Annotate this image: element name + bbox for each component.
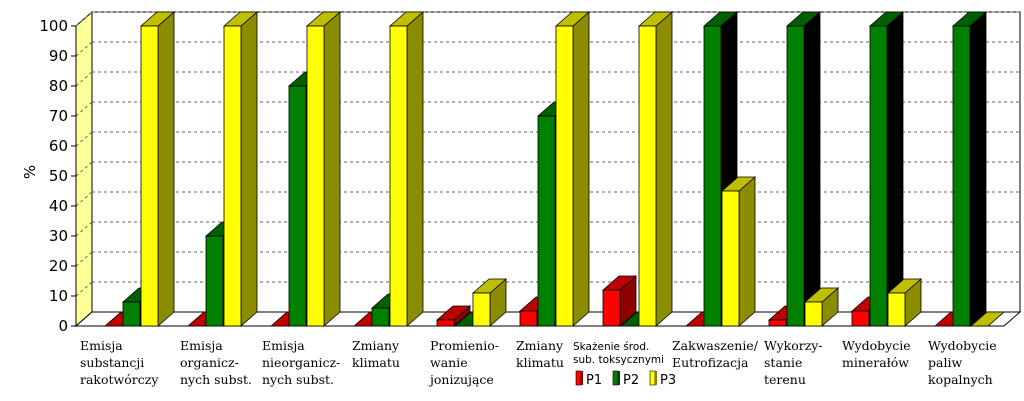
category-label: Promienio-wanie jonizujące <box>428 338 499 387</box>
legend-swatch <box>575 370 582 386</box>
y-axis-label: % <box>21 165 39 179</box>
legend-swatch-side <box>618 371 620 385</box>
bar-p3 <box>222 11 259 327</box>
y-tick-label: 10 <box>49 287 68 305</box>
bars <box>103 11 1006 327</box>
bar-p3 <box>720 176 757 327</box>
legend-label: P3 <box>660 373 676 388</box>
category-label: Skażenie środ. sub. toksycznymi <box>573 341 664 366</box>
category-label: Wykorzy-stanie terenu <box>764 338 823 387</box>
legend-item-p1: P1 <box>575 370 602 388</box>
bar-p3 <box>886 278 923 327</box>
y-tick-label: 90 <box>49 47 68 65</box>
y-tick-label: 50 <box>49 167 68 185</box>
bar-p3 <box>554 11 591 327</box>
y-tick-label: 100 <box>39 17 68 35</box>
category-label: Wydobycie minerałów <box>842 338 911 370</box>
bar-p3 <box>803 287 840 327</box>
y-tick-label: 0 <box>58 317 68 335</box>
bar-p2 <box>951 11 988 327</box>
bar-p3 <box>969 311 1006 327</box>
category-label: Emisja substancji rakotwórczy <box>80 338 159 387</box>
category-label: Emisja organicz-nych subst. <box>180 338 252 387</box>
bar-p1 <box>601 275 638 327</box>
bar-p3 <box>388 11 425 327</box>
legend-item-p2: P2 <box>612 370 639 388</box>
legend-swatch <box>612 370 619 386</box>
y-tick-label: 40 <box>49 197 68 215</box>
legend-label: P1 <box>586 373 602 388</box>
legend-label: P2 <box>623 373 639 388</box>
y-tick-label: 80 <box>49 77 68 95</box>
y-tick-label: 30 <box>49 227 68 245</box>
y-tick-label: 60 <box>49 137 68 155</box>
legend-item-p3: P3 <box>649 370 676 388</box>
y-tick-label: 70 <box>49 107 68 125</box>
category-label: Wydobycie paliw kopalnych <box>928 338 997 387</box>
bar-p3 <box>139 11 176 327</box>
category-label: Zmiany klimatu <box>516 338 564 370</box>
category-label: Emisja nieorganicz-nych subst. <box>262 338 340 387</box>
y-tick-label: 20 <box>49 257 68 275</box>
bar-p3 <box>471 278 508 327</box>
category-labels: Emisja substancji rakotwórczy Emisja organic… <box>80 338 997 387</box>
category-label: Zmiany klimatu <box>352 338 400 370</box>
category-label: Zakwaszenie/Eutrofizacja <box>672 338 759 370</box>
bar-p3 <box>305 11 342 327</box>
legend-swatch <box>649 370 656 386</box>
bar-p3 <box>637 11 674 327</box>
bar-p2 <box>785 11 822 327</box>
legend-swatch-side <box>581 371 583 385</box>
legend: P1 P2 P3 <box>575 370 676 388</box>
bar-p1 <box>435 305 472 327</box>
bar-p2 <box>868 11 905 327</box>
side-wall <box>75 10 93 328</box>
y-axis: % 0 10 20 30 40 50 60 70 80 90 100 <box>21 17 77 335</box>
legend-swatch-side <box>655 371 657 385</box>
